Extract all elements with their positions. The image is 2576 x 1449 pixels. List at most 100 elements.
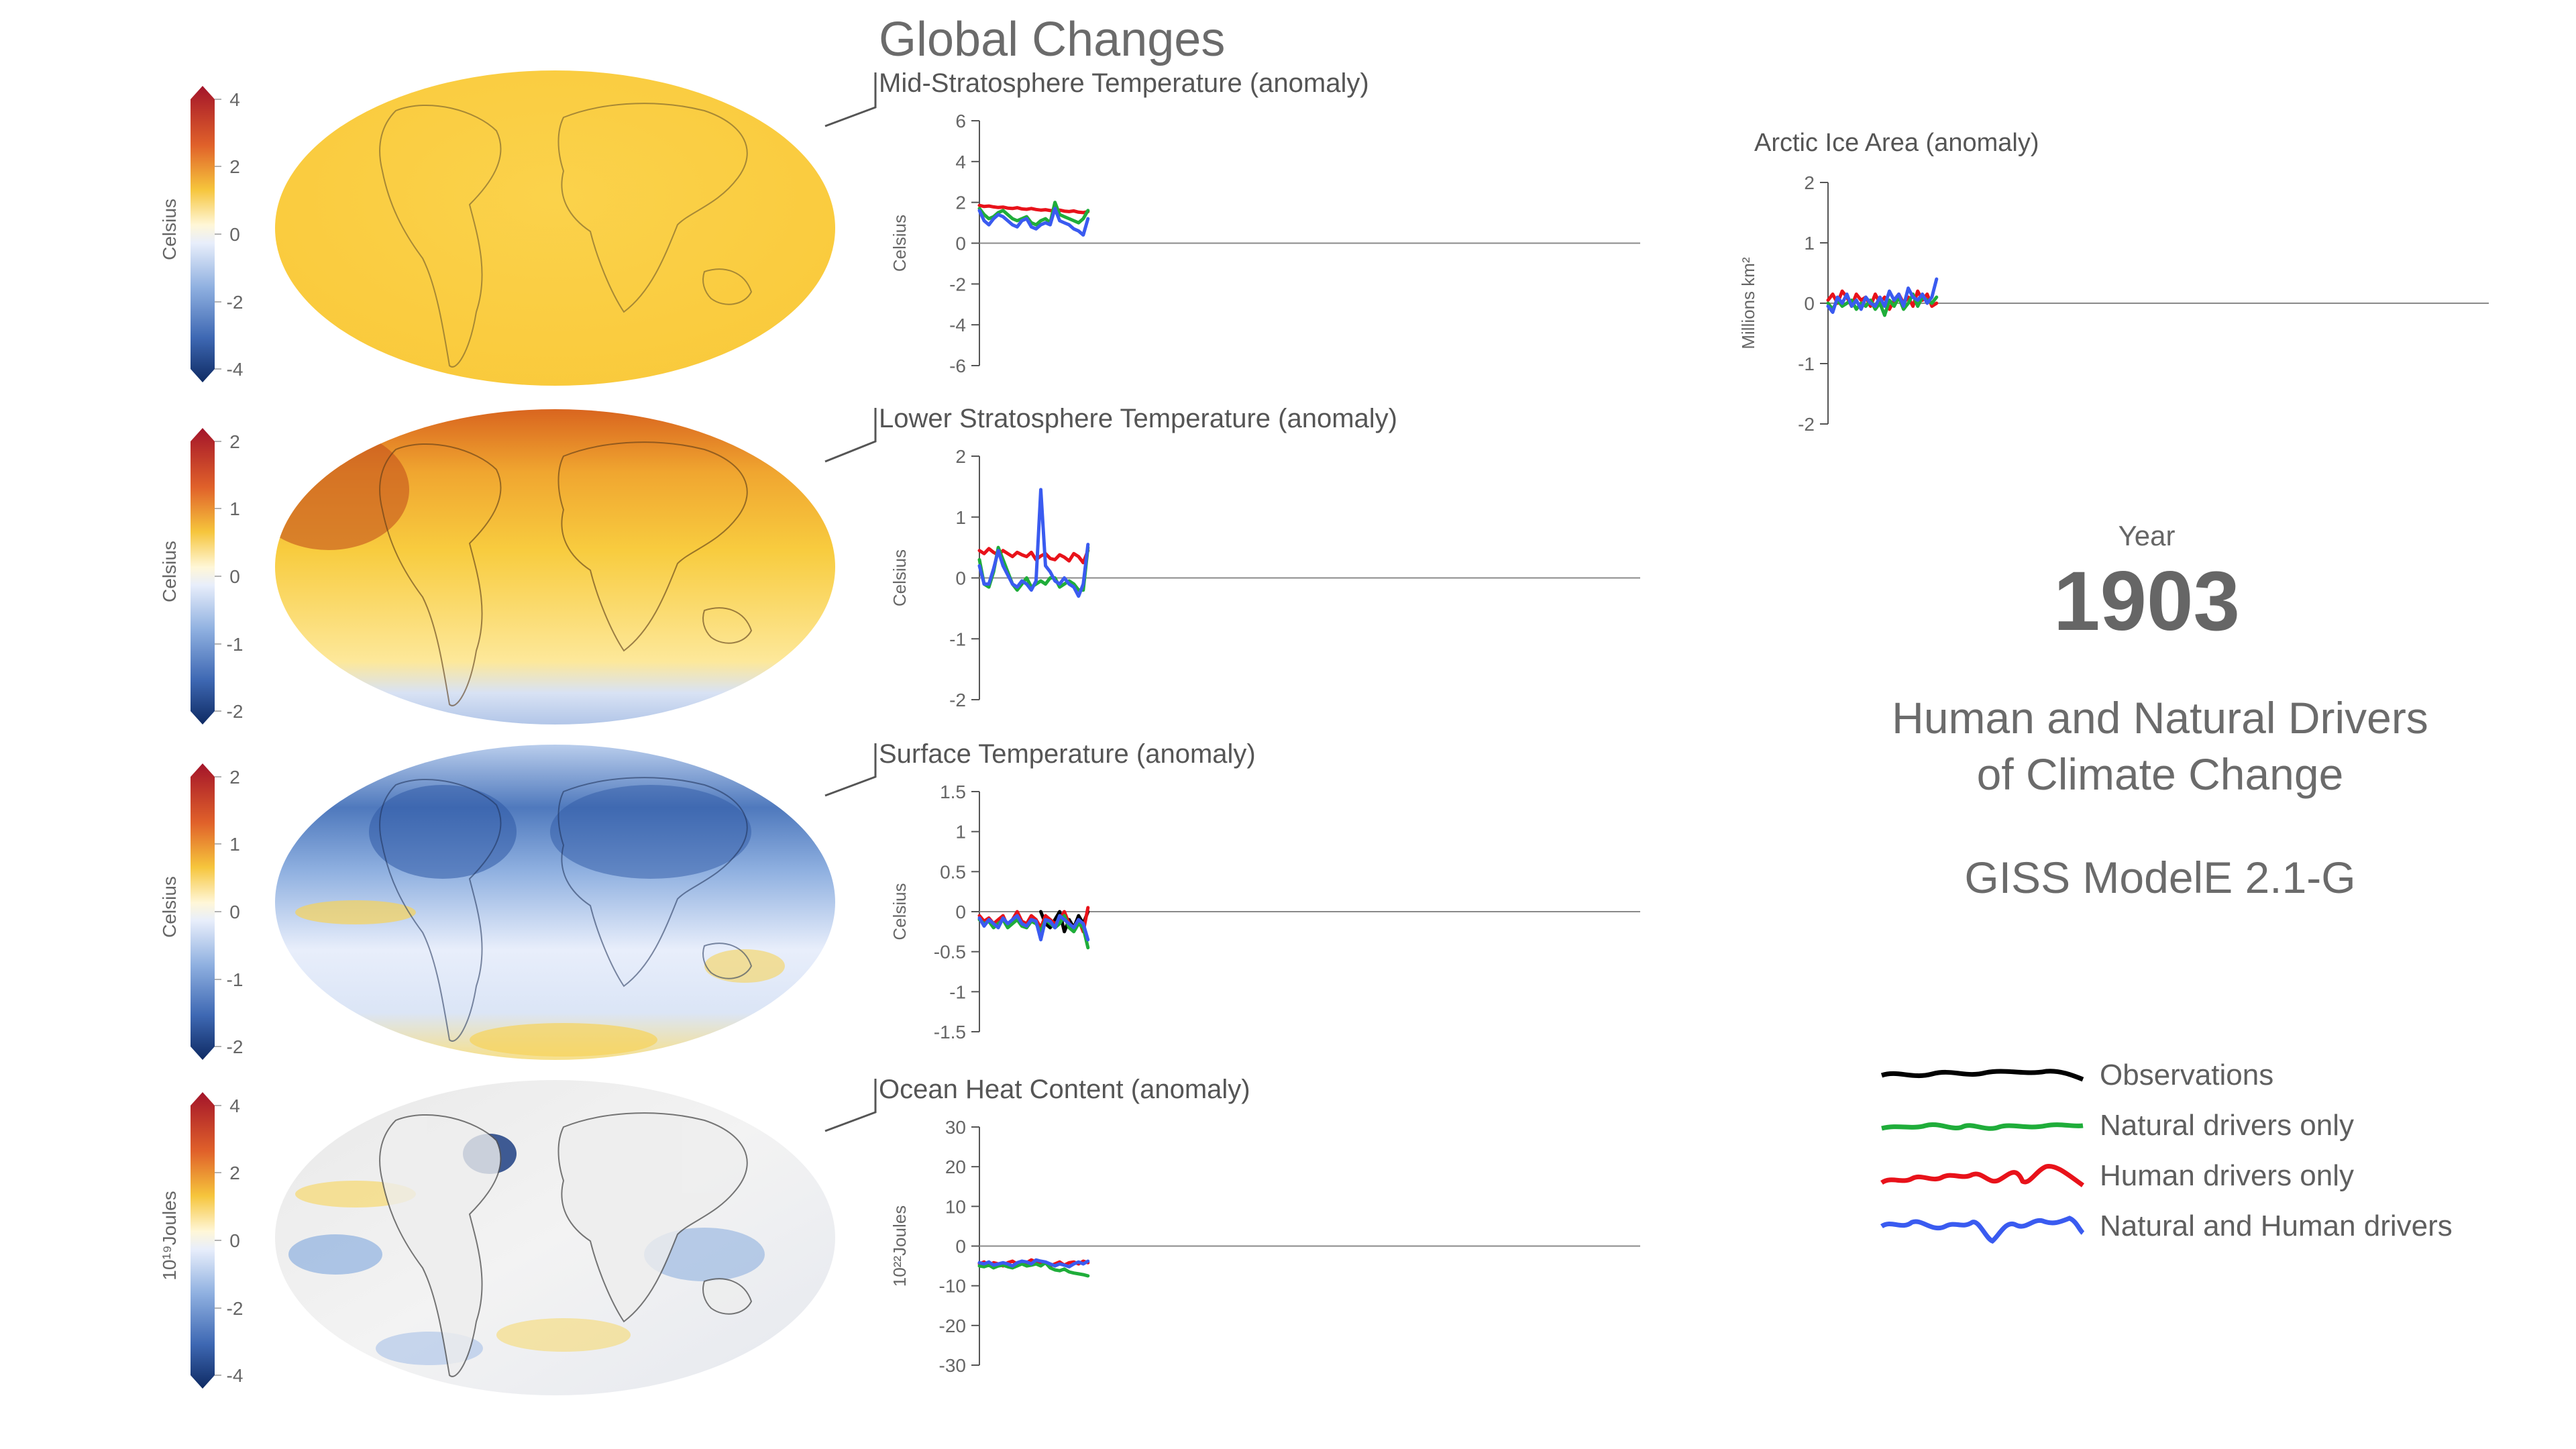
legend-swatch-natural xyxy=(1881,1122,2084,1131)
series-line-natural_human xyxy=(977,207,1090,237)
y-tick-label: 20 xyxy=(945,1157,966,1177)
chart-title-surface: Surface Temperature (anomaly) xyxy=(879,739,1256,769)
y-tick-label: 0 xyxy=(955,233,966,254)
colorbar-svg: Celsius 2 1 0 -1 -2 xyxy=(159,763,244,1060)
continent-americas xyxy=(379,443,502,706)
continent-afro-eurasia xyxy=(557,777,748,987)
legend-label: Human drivers only xyxy=(2100,1159,2355,1192)
connector-lines xyxy=(824,72,877,1132)
colorbar-tick: 0 xyxy=(229,566,240,587)
colorbar-label: 10¹⁹Joules xyxy=(161,1191,180,1280)
y-tick-label: 0 xyxy=(955,1236,966,1257)
y-tick-label: -2 xyxy=(1798,414,1815,435)
info-title-line-2: of Climate Change xyxy=(1976,749,2344,799)
y-tick-label: -4 xyxy=(949,315,966,335)
colorbar-surface: Celsius 2 1 0 -1 -2 xyxy=(159,758,295,1077)
y-tick-label: 2 xyxy=(1804,172,1815,193)
colorbar-tick: 0 xyxy=(229,224,240,245)
y-tick-label: 2 xyxy=(955,193,966,213)
legend-swatch-human xyxy=(1880,1163,2085,1187)
colorbar-tick: 0 xyxy=(229,1230,240,1251)
colorbar-tick: -2 xyxy=(227,1298,244,1319)
y-tick-label: -10 xyxy=(939,1276,966,1297)
colorbar-mid-stratosphere: Celsius 4 2 0 -2 -4 xyxy=(159,80,295,399)
colorbar-tick: -2 xyxy=(227,701,244,722)
y-tick-label: -0.5 xyxy=(934,942,966,963)
colorbar-label: Celsius xyxy=(161,876,180,938)
continent-afro-eurasia xyxy=(557,441,748,652)
y-tick-label: 0 xyxy=(955,568,966,589)
y-tick-label: 1 xyxy=(1804,233,1815,254)
info-title: Human and Natural Drivers of Climate Cha… xyxy=(1744,690,2576,802)
legend-label: Natural and Human drivers xyxy=(2100,1209,2453,1242)
y-axis-label: Millions km² xyxy=(1738,257,1758,350)
colorbar-tick: 4 xyxy=(229,1095,240,1116)
colorbar-svg: Celsius 2 1 0 -1 -2 xyxy=(159,428,244,724)
y-tick-label: 6 xyxy=(955,111,966,131)
map-mid-stratosphere xyxy=(275,70,835,386)
continent-afro-eurasia xyxy=(557,103,748,313)
colorbar-tick: -2 xyxy=(227,292,244,313)
colorbar-tick: 2 xyxy=(229,1163,240,1183)
y-tick-label: 4 xyxy=(955,152,966,172)
year-value: 1903 xyxy=(2053,555,2241,648)
y-tick-label: 30 xyxy=(945,1117,966,1138)
y-tick-label: -1.5 xyxy=(934,1022,966,1042)
y-tick-label: 0.5 xyxy=(940,861,966,882)
continent-australia xyxy=(702,943,753,979)
series-line-human xyxy=(977,203,1090,215)
legend-label: Observations xyxy=(2100,1058,2274,1091)
legend-swatch-observations xyxy=(1880,1068,2084,1081)
colorbar-label: Celsius xyxy=(161,541,180,602)
legend-item-natural: Natural drivers only xyxy=(1878,1100,2453,1150)
y-tick-label: -1 xyxy=(949,629,966,649)
model-name: GISS ModelE 2.1-G xyxy=(1964,853,2356,902)
map-svg xyxy=(275,70,835,386)
y-tick-label: 1 xyxy=(955,822,966,843)
page-title: Global Changes xyxy=(879,13,1226,66)
map-svg xyxy=(275,409,835,724)
series-line-natural xyxy=(977,914,1090,950)
legend: Observations Natural drivers only Human … xyxy=(1878,1050,2453,1251)
y-tick-label: 0 xyxy=(1804,293,1815,314)
colorbar-gradient xyxy=(191,428,215,724)
colorbar-lower-stratosphere: Celsius 2 1 0 -1 -2 xyxy=(159,423,295,741)
series-line-human xyxy=(977,906,1090,934)
series-line-human xyxy=(1826,289,1939,311)
y-tick-label: -20 xyxy=(939,1316,966,1336)
chart-title-ocean-heat: Ocean Heat Content (anomaly) xyxy=(879,1075,1250,1104)
continent-americas xyxy=(379,778,502,1042)
colorbar-ocean-heat: 10¹⁹Joules 4 2 0 -2 -4 xyxy=(159,1087,295,1405)
y-tick-label: 10 xyxy=(945,1196,966,1217)
y-tick-label: 0 xyxy=(955,902,966,922)
colorbar-tick: -2 xyxy=(227,1036,244,1057)
series-line-natural_human xyxy=(977,488,1090,598)
y-tick-label: 1.5 xyxy=(940,782,966,802)
colorbar-tick: -1 xyxy=(227,969,244,990)
colorbar-tick: 2 xyxy=(229,431,240,452)
y-tick-label: 1 xyxy=(955,507,966,528)
map-svg xyxy=(275,745,835,1060)
legend-label: Natural drivers only xyxy=(2100,1108,2355,1142)
y-tick-label: -1 xyxy=(949,981,966,1002)
continent-australia xyxy=(702,607,753,644)
colorbar-tick: 2 xyxy=(229,156,240,177)
colorbar-svg: Celsius 4 2 0 -2 -4 xyxy=(159,86,244,382)
colorbar-gradient xyxy=(191,763,215,1060)
info-title-line-1: Human and Natural Drivers xyxy=(1892,693,2428,743)
y-tick-label: -2 xyxy=(949,274,966,294)
legend-swatch-natural-human xyxy=(1880,1215,2085,1244)
series-line-human xyxy=(977,547,1090,565)
series-line-natural xyxy=(977,1260,1090,1278)
colorbar-tick: 1 xyxy=(229,834,240,855)
map-svg xyxy=(275,1080,835,1395)
connector-lower-strat xyxy=(824,408,877,463)
y-tick-label: -6 xyxy=(949,356,966,376)
map-lower-stratosphere xyxy=(275,409,835,724)
colorbar-gradient xyxy=(191,86,215,382)
continent-australia xyxy=(702,268,753,305)
connector-surface xyxy=(824,743,877,797)
chart-title-mid-stratosphere: Mid-Stratosphere Temperature (anomaly) xyxy=(879,68,1369,98)
series-line-natural_human xyxy=(977,914,1090,942)
series-line-natural xyxy=(977,545,1090,592)
